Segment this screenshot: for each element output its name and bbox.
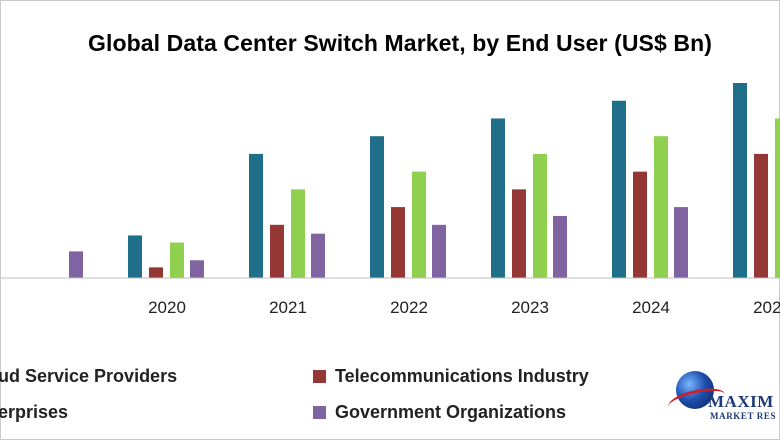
x-tick-label-2021: 2021 bbox=[269, 298, 307, 317]
bar-enterprises-2024 bbox=[654, 136, 668, 278]
x-tick-label-2024: 2024 bbox=[632, 298, 670, 317]
bar-cloud-service-providers-2024 bbox=[612, 100, 626, 279]
bar-enterprises-2021 bbox=[291, 189, 305, 278]
legend-label-enterprises: erprises bbox=[0, 402, 69, 422]
legend-item-government-organizations: Government Organizations bbox=[313, 402, 566, 423]
globe-icon bbox=[676, 371, 714, 409]
legend-swatch-telecommunications-industry bbox=[313, 370, 326, 383]
x-tick-label-2020: 2020 bbox=[148, 298, 186, 317]
bar-enterprises-2022 bbox=[412, 171, 426, 278]
x-tick-label-2025: 2025 bbox=[753, 298, 780, 317]
legend-item-telecommunications-industry: Telecommunications Industry bbox=[313, 366, 589, 387]
logo-text-line1: MAXIM bbox=[708, 392, 774, 411]
maximize-market-research-logo: MAXIM MARKET RES bbox=[666, 368, 780, 428]
bar-government-organizations-2021 bbox=[311, 233, 325, 278]
bar-government-organizations-2023 bbox=[553, 215, 567, 278]
bar-telecommunications-industry-2022 bbox=[391, 207, 405, 278]
bar-telecommunications-industry-2024 bbox=[633, 171, 647, 278]
bar-government-organizations-2020 bbox=[190, 260, 204, 278]
bar-telecommunications-industry-2021 bbox=[270, 224, 284, 278]
bar-government-organizations-2024 bbox=[674, 207, 688, 278]
bar-government-organizations-2019 bbox=[69, 251, 83, 278]
legend-item-cloud-service-providers: ud Service Providers bbox=[0, 366, 177, 387]
legend-item-enterprises: erprises bbox=[0, 402, 68, 423]
bar-cloud-service-providers-2023 bbox=[491, 118, 505, 278]
chart-title: Global Data Center Switch Market, by End… bbox=[88, 30, 712, 56]
x-tick-label-2023: 2023 bbox=[511, 298, 549, 317]
legend-swatch-government-organizations bbox=[313, 406, 326, 419]
logo-text-line2: MARKET RES bbox=[710, 411, 777, 421]
bar-cloud-service-providers-2020 bbox=[128, 235, 142, 278]
legend-label-cloud-service-providers: ud Service Providers bbox=[0, 366, 178, 386]
bar-telecommunications-industry-2025 bbox=[754, 153, 768, 278]
bar-telecommunications-industry-2020 bbox=[149, 267, 163, 278]
legend-label-government-organizations: Government Organizations bbox=[335, 402, 567, 422]
bar-government-organizations-2022 bbox=[432, 224, 446, 278]
bar-enterprises-2023 bbox=[533, 153, 547, 278]
bar-enterprises-2025 bbox=[775, 118, 780, 278]
bar-telecommunications-industry-2023 bbox=[512, 189, 526, 278]
x-tick-label-2022: 2022 bbox=[390, 298, 428, 317]
bar-cloud-service-providers-2021 bbox=[249, 153, 263, 278]
bar-cloud-service-providers-2025 bbox=[733, 83, 747, 278]
bar-cloud-service-providers-2022 bbox=[370, 136, 384, 278]
bar-enterprises-2020 bbox=[170, 242, 184, 278]
legend-label-telecommunications-industry: Telecommunications Industry bbox=[335, 366, 589, 386]
